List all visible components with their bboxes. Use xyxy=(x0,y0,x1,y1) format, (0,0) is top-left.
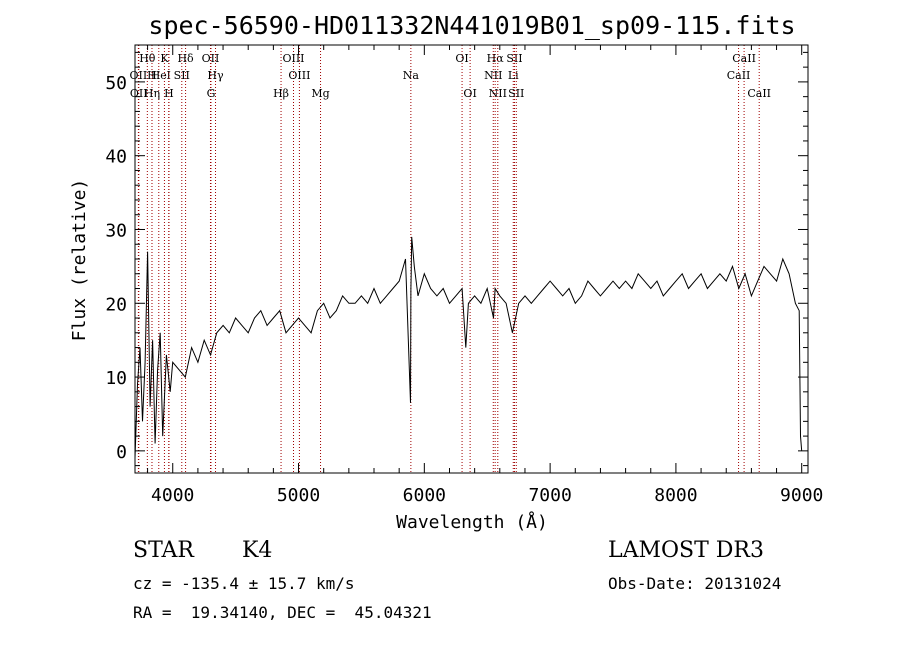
line-marker-label: OIII xyxy=(288,69,310,82)
line-marker-label: CaII xyxy=(727,69,751,82)
x-axis-label: Wavelength (Å) xyxy=(396,511,548,533)
line-marker-label: SII xyxy=(174,69,190,82)
line-marker-label: Hη xyxy=(144,87,160,100)
line-marker-label: Hα xyxy=(487,52,505,65)
object-subclass: K4 xyxy=(242,538,273,563)
y-tick-label: 20 xyxy=(105,294,127,315)
line-marker-label: Hβ xyxy=(273,87,289,100)
line-marker-label: Li xyxy=(508,69,519,82)
line-marker-label: OI xyxy=(455,52,468,65)
line-marker-label: H xyxy=(164,87,174,100)
y-tick-label: 50 xyxy=(105,73,127,94)
x-tick-label: 7000 xyxy=(528,485,571,506)
line-marker-label: G xyxy=(207,87,216,100)
line-marker-label: OIII xyxy=(282,52,304,65)
redshift-velocity: cz = -135.4 ± 15.7 km/s xyxy=(133,574,355,593)
ra-dec-coordinates: RA = 19.34140, DEC = 45.04321 xyxy=(133,603,432,622)
chart-title: spec-56590-HD011332N441019B01_sp09-115.f… xyxy=(148,11,795,40)
y-tick-label: 30 xyxy=(105,220,127,241)
y-axis-label: Flux (relative) xyxy=(69,179,90,342)
object-class: STAR xyxy=(133,538,194,563)
line-marker-label: Hθ xyxy=(139,52,156,65)
y-tick-label: 40 xyxy=(105,147,127,168)
spectrum-line xyxy=(134,236,803,459)
line-marker-label: Hγ xyxy=(207,69,224,82)
line-marker-label: Na xyxy=(403,69,420,82)
line-marker-label: CaII xyxy=(747,87,771,100)
y-tick-label: 10 xyxy=(105,368,127,389)
line-marker-label: OII xyxy=(130,87,148,100)
line-marker-label: Hδ xyxy=(177,52,194,65)
survey-name: LAMOST DR3 xyxy=(608,538,764,563)
observation-date: Obs-Date: 20131024 xyxy=(608,574,782,593)
line-marker-label: K xyxy=(160,52,169,65)
x-tick-label: 6000 xyxy=(403,485,446,506)
line-marker-label: CaII xyxy=(732,52,756,65)
plot-frame xyxy=(134,44,809,474)
x-tick-label: 8000 xyxy=(654,485,697,506)
line-marker-label: SII xyxy=(508,87,524,100)
x-tick-label: 9000 xyxy=(780,485,823,506)
line-marker-label: NII xyxy=(484,69,502,82)
line-marker-label: OII xyxy=(202,52,220,65)
y-tick-label: 0 xyxy=(116,442,127,463)
line-marker-label: NII xyxy=(489,87,507,100)
line-marker-label: SII xyxy=(506,52,522,65)
line-marker-label: Mg xyxy=(311,87,329,100)
x-tick-label: 4000 xyxy=(151,485,194,506)
line-marker-label: He xyxy=(151,69,167,82)
line-marker-label: OI xyxy=(463,87,476,100)
x-tick-label: 5000 xyxy=(277,485,320,506)
